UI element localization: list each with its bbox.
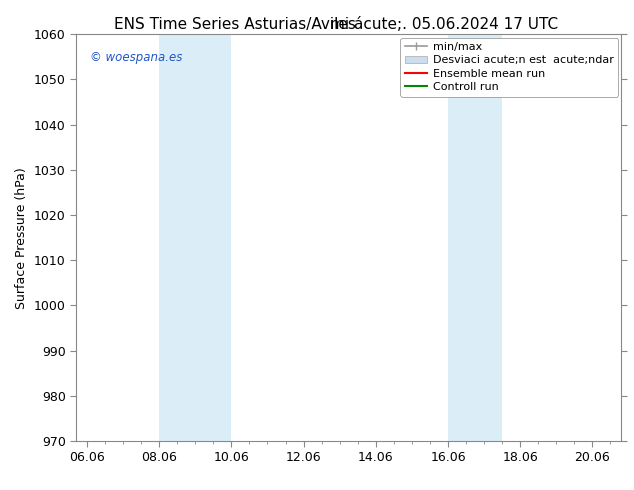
Text: © woespana.es: © woespana.es bbox=[90, 50, 182, 64]
Text: ENS Time Series Asturias/Aviles: ENS Time Series Asturias/Aviles bbox=[114, 17, 356, 32]
Y-axis label: Surface Pressure (hPa): Surface Pressure (hPa) bbox=[15, 167, 29, 309]
Legend: min/max, Desviaci acute;n est  acute;ndar, Ensemble mean run, Controll run: min/max, Desviaci acute;n est acute;ndar… bbox=[401, 38, 618, 97]
Text: mi ácute;. 05.06.2024 17 UTC: mi ácute;. 05.06.2024 17 UTC bbox=[330, 17, 558, 32]
Bar bbox=[159, 34, 231, 441]
Bar bbox=[448, 34, 502, 441]
